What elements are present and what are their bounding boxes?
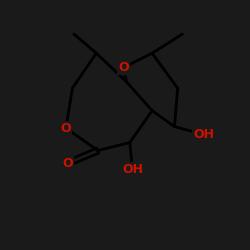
Text: O: O <box>62 157 73 170</box>
Text: OH: OH <box>193 128 214 141</box>
Text: O: O <box>61 122 71 135</box>
Text: O: O <box>118 61 129 74</box>
Text: OH: OH <box>122 163 143 176</box>
